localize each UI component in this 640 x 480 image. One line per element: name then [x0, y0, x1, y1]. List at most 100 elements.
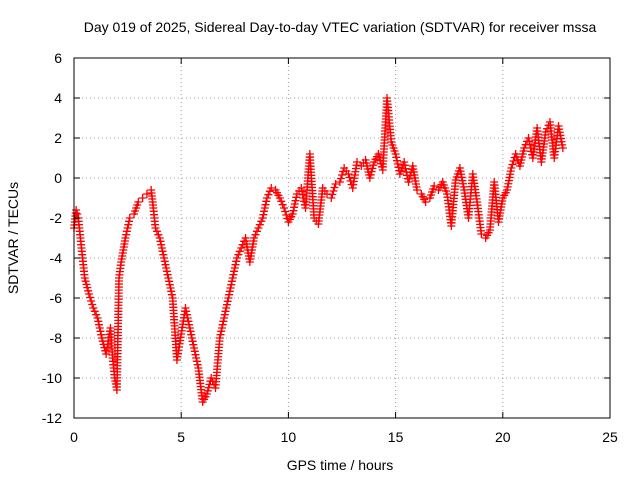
y-tick-label: -10: [42, 370, 62, 386]
data-point: [161, 260, 170, 269]
data-point: [188, 337, 197, 346]
data-point: [261, 200, 270, 209]
data-point: [166, 284, 175, 292]
data-point: [162, 264, 171, 272]
data-point: [181, 304, 190, 312]
x-tick-label: 25: [602, 429, 618, 445]
data-point: [255, 220, 264, 229]
data-point: [151, 224, 160, 232]
data-point: [291, 196, 300, 205]
data-point: [95, 320, 104, 329]
data-point: [262, 197, 271, 206]
data-point: [259, 210, 268, 219]
data-point: [192, 357, 201, 366]
data-point: [156, 237, 165, 246]
data-point: [430, 182, 439, 190]
y-tick-label: -6: [50, 290, 63, 306]
x-tick-label: 10: [281, 429, 297, 445]
data-point: [155, 234, 164, 242]
data-point: [413, 186, 422, 194]
data-point: [191, 350, 200, 359]
data-point: [338, 171, 346, 179]
data-point: [525, 140, 534, 149]
data-point: [344, 170, 353, 178]
data-point: [230, 264, 239, 272]
data-point: [290, 203, 299, 212]
data-point: [336, 174, 345, 183]
data-point: [90, 307, 99, 316]
data-point: [162, 267, 171, 276]
data-point: [260, 207, 269, 216]
data-point: [391, 150, 400, 158]
data-point: [152, 227, 161, 236]
data-point: [189, 340, 198, 349]
data-point: [222, 304, 231, 312]
data-point: [184, 317, 193, 326]
data-point: [73, 210, 82, 218]
data-point: [220, 310, 229, 319]
data-point: [165, 277, 174, 286]
data-point: [541, 128, 550, 136]
data-point: [142, 190, 151, 198]
x-tick-label: 5: [177, 429, 185, 445]
data-point: [125, 214, 134, 222]
data-point: [254, 224, 263, 232]
data-point: [217, 324, 226, 332]
data-point: [163, 270, 172, 279]
data-point: [85, 290, 94, 298]
data-point: [328, 190, 337, 199]
y-tick-label: 6: [54, 50, 62, 66]
data-point: [87, 297, 96, 305]
data-point: [160, 254, 169, 262]
y-tick-label: -4: [50, 250, 63, 266]
x-tick-label: 15: [388, 429, 404, 445]
data-point: [275, 194, 284, 202]
data-point: [252, 227, 261, 236]
data-point: [125, 217, 134, 226]
data-point: [190, 344, 199, 352]
data-point: [167, 287, 176, 296]
data-point: [229, 270, 238, 279]
data-point: [228, 274, 237, 282]
x-tick-label: 0: [70, 429, 78, 445]
data-point: [258, 214, 267, 222]
data-point: [94, 317, 103, 326]
data-point: [234, 250, 243, 259]
data-point: [158, 247, 167, 256]
data-point: [297, 184, 306, 192]
data-point: [262, 194, 271, 202]
data-point: [165, 280, 174, 289]
data-point: [159, 250, 168, 259]
data-point: [123, 224, 132, 232]
data-point: [267, 184, 276, 192]
data-point: [227, 277, 236, 286]
data-point: [400, 158, 409, 166]
data-point: [216, 330, 225, 339]
data-point: [86, 293, 95, 302]
data-point: [154, 230, 163, 239]
data-point: [223, 297, 232, 306]
plot-frame: [73, 57, 611, 419]
data-point: [225, 290, 234, 299]
data-point: [345, 173, 354, 182]
data-point: [160, 257, 169, 266]
data-point: [121, 234, 130, 242]
data-point: [235, 247, 244, 256]
data-point: [192, 354, 201, 362]
data-point: [182, 310, 191, 319]
data-point: [335, 178, 344, 186]
data-point: [298, 190, 307, 199]
data-point: [525, 137, 534, 146]
y-tick-label: -2: [50, 210, 63, 226]
data-point: [524, 134, 533, 142]
data-point: [508, 160, 517, 169]
data-point: [264, 190, 273, 199]
data-point: [353, 158, 362, 166]
data-point: [251, 230, 260, 239]
data-point: [393, 156, 402, 165]
data-point: [231, 260, 240, 269]
data-point: [222, 300, 231, 309]
data-point: [278, 200, 287, 209]
data-points: [70, 94, 567, 406]
